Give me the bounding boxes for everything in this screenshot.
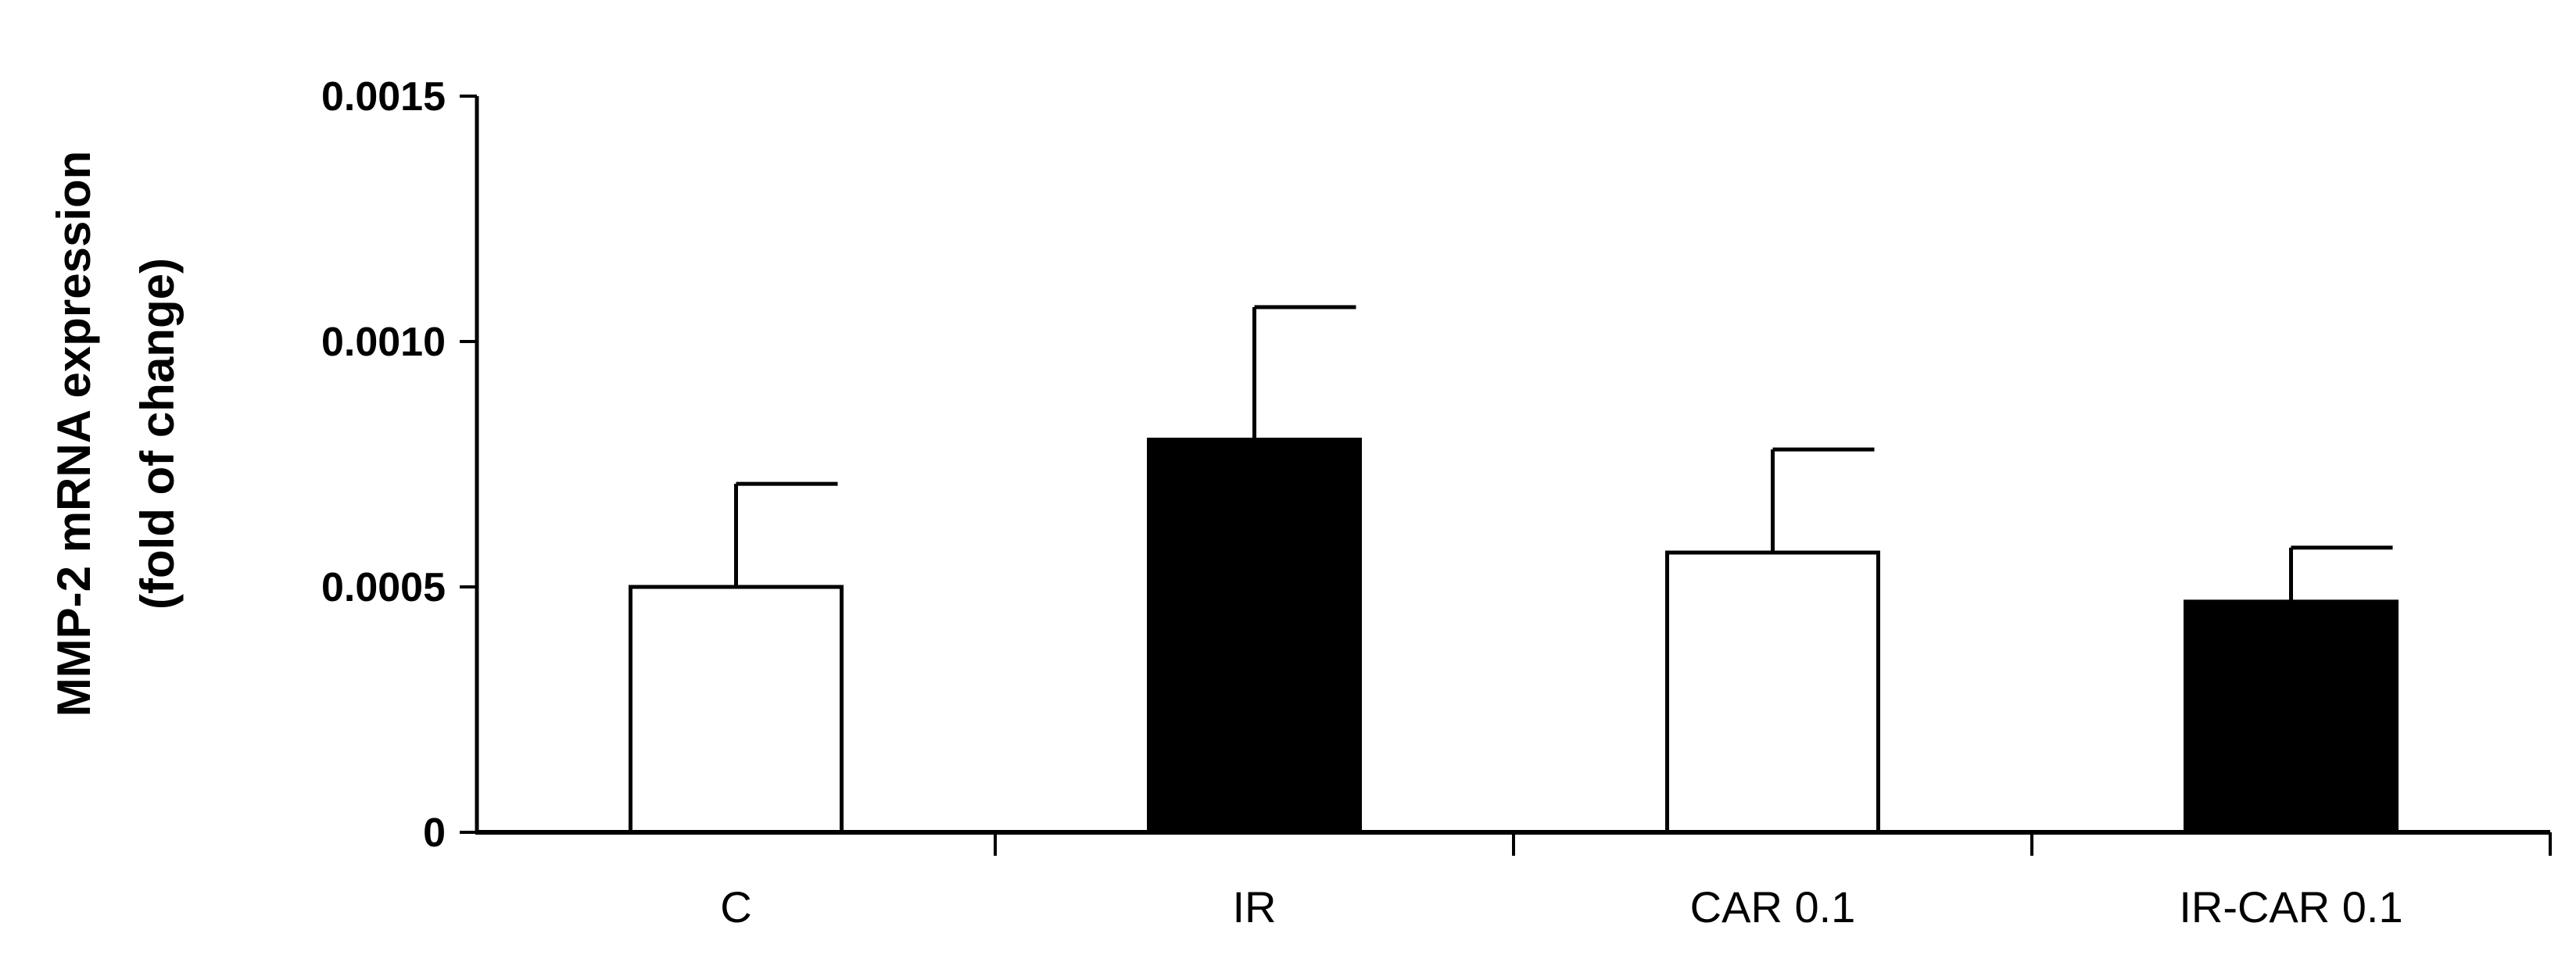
- y-tick-label-2: 0.0005: [321, 565, 446, 610]
- y-tick-label-3: 0.0010: [321, 320, 446, 365]
- y-tick-label-1: 0: [423, 810, 446, 856]
- y-axis-title-line-1: MMP-2 mRNA expression: [48, 151, 100, 717]
- x-tick-label-2: IR: [1233, 882, 1277, 932]
- x-tick-label-1: C: [720, 882, 751, 932]
- plot-area: [629, 305, 2399, 835]
- y-tick-label-4: 0.0015: [321, 74, 446, 120]
- y-axis-title-line-2: (fold of change): [131, 258, 184, 610]
- y-axis-title: MMP-2 mRNA expression (fold of change): [48, 151, 184, 717]
- bar-1: [629, 585, 844, 835]
- x-tick-label-3: CAR 0.1: [1690, 882, 1856, 932]
- axes: C IR CAR 0.1 IR-CAR 0.1 0 0.0005 0.0010 0.0015: [321, 74, 2552, 932]
- x-tick-label-4: IR-CAR 0.1: [2179, 882, 2402, 932]
- bar-2: [1147, 438, 1362, 835]
- bar-4: [2184, 599, 2399, 835]
- bar-3: [1665, 550, 1880, 835]
